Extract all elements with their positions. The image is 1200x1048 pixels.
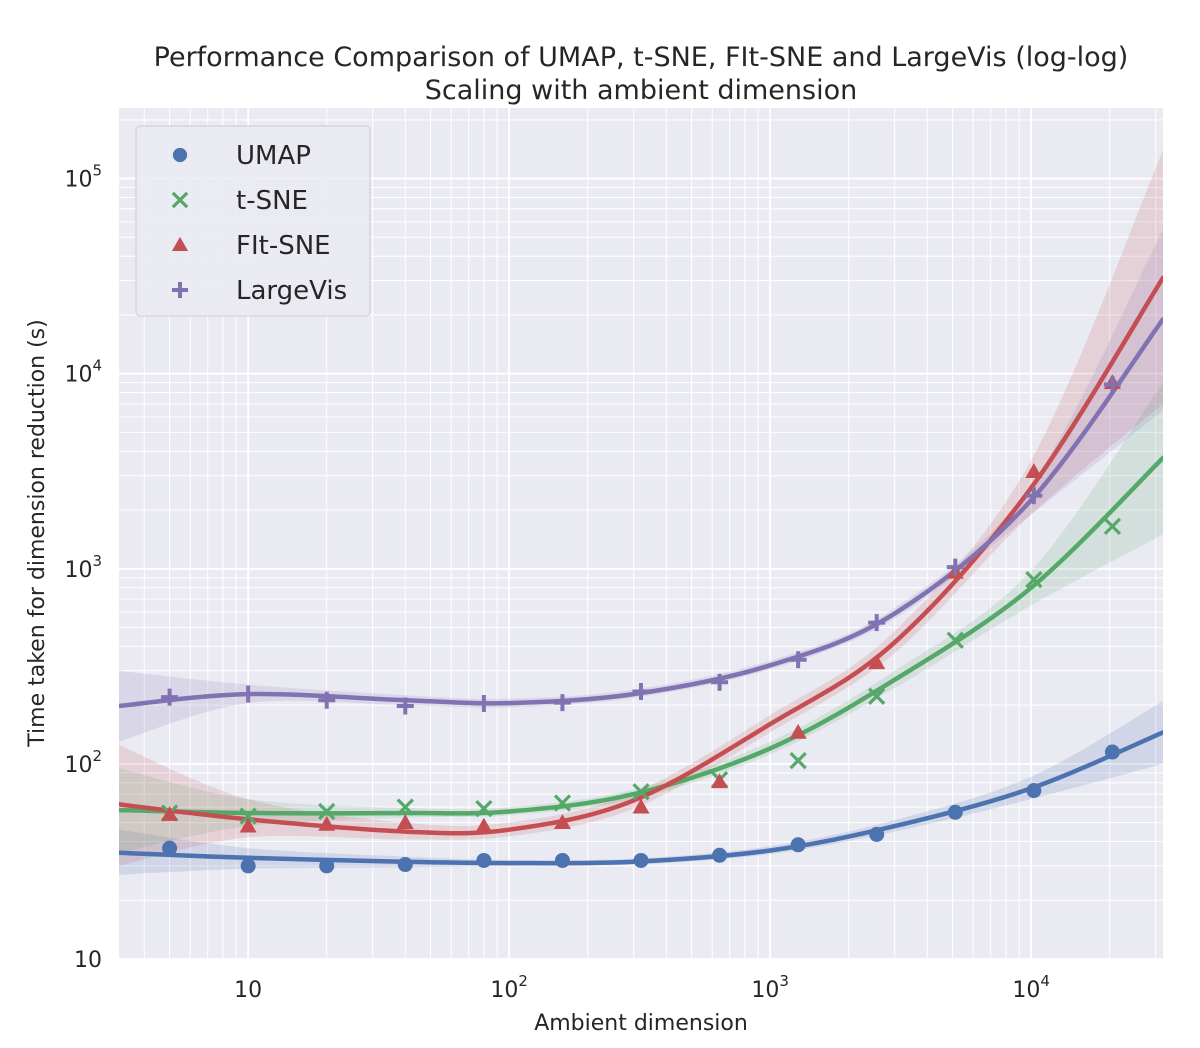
t-sne-point bbox=[789, 751, 807, 770]
fit-sne-point bbox=[789, 723, 807, 739]
fit-sne-point bbox=[711, 773, 729, 789]
umap-point bbox=[319, 858, 335, 874]
legend-marker-largevis bbox=[171, 281, 189, 299]
fit-sne-point bbox=[161, 806, 179, 821]
x-tick-label: 10 bbox=[234, 978, 262, 1003]
chart-title-line-2: Scaling with ambient dimension bbox=[425, 75, 857, 106]
legend-label-t-sne: t-SNE bbox=[236, 186, 308, 216]
fit-sne-point bbox=[239, 817, 257, 833]
umap-point bbox=[947, 804, 963, 820]
fit-sne-point bbox=[1025, 463, 1043, 478]
umap-point bbox=[790, 837, 806, 853]
fit-sne-point bbox=[396, 814, 414, 830]
largevis-point bbox=[946, 558, 964, 576]
largevis-fit-line bbox=[119, 317, 1163, 709]
legend-label-fit-sne: FIt-SNE bbox=[236, 231, 331, 261]
chart-title-line-1: Performance Comparison of UMAP, t-SNE, F… bbox=[154, 42, 1129, 73]
largevis-point bbox=[161, 688, 179, 706]
x-tick-label: 103 bbox=[751, 972, 789, 1003]
fit-sne-point bbox=[318, 815, 336, 831]
umap-point bbox=[1026, 783, 1042, 799]
t-sne-confidence-band bbox=[119, 382, 1163, 853]
largevis-point bbox=[1103, 376, 1121, 394]
legend-item-largevis: LargeVis bbox=[171, 276, 347, 306]
legend-marker-t-sne bbox=[171, 191, 189, 209]
legend-item-t-sne: t-SNE bbox=[171, 186, 308, 216]
t-sne-point bbox=[239, 807, 257, 825]
fit-sne-point bbox=[868, 654, 886, 670]
y-tick-label: 105 bbox=[64, 162, 102, 193]
t-sne-point bbox=[396, 798, 414, 816]
y-tick-labels: 10 102 103 104 105 bbox=[64, 162, 102, 973]
t-sne-point bbox=[632, 783, 650, 801]
largevis-point bbox=[318, 691, 336, 709]
x-tick-label: 104 bbox=[1012, 972, 1050, 1003]
fit-sne-fit-line bbox=[119, 275, 1163, 836]
largevis-point bbox=[475, 694, 493, 712]
data-points bbox=[160, 374, 1122, 874]
umap-point bbox=[240, 858, 256, 874]
t-sne-fit-line bbox=[119, 455, 1163, 816]
y-tick-label: 104 bbox=[64, 357, 102, 388]
t-sne-point bbox=[475, 799, 493, 818]
t-sne-point bbox=[1103, 517, 1122, 535]
umap-point bbox=[712, 847, 728, 863]
legend-marker-fit-sne bbox=[171, 236, 189, 252]
legend-item-fit-sne: FIt-SNE bbox=[171, 231, 331, 261]
fit-sne-confidence-band bbox=[119, 150, 1163, 866]
t-sne-point bbox=[946, 631, 964, 649]
legend-item-umap: UMAP bbox=[172, 141, 311, 171]
legend-label-umap: UMAP bbox=[236, 141, 311, 171]
umap-point bbox=[869, 826, 885, 842]
largevis-point bbox=[632, 682, 650, 700]
largevis-point bbox=[1025, 487, 1043, 505]
largevis-point bbox=[711, 673, 729, 691]
largevis-point bbox=[396, 697, 414, 715]
y-axis-label: Time taken for dimension reduction (s) bbox=[25, 319, 50, 747]
legend-marker-umap bbox=[172, 147, 188, 163]
legend: UMAP t-SNE FIt-SNE LargeVis bbox=[135, 125, 371, 317]
largevis-point bbox=[789, 651, 807, 669]
t-sne-point bbox=[553, 794, 572, 812]
fit-sne-point bbox=[632, 798, 650, 814]
largevis-point bbox=[553, 694, 571, 712]
x-axis-label: Ambient dimension bbox=[534, 1011, 748, 1036]
y-tick-label: 103 bbox=[64, 552, 102, 583]
legend-box bbox=[135, 125, 371, 317]
t-sne-point bbox=[318, 802, 336, 821]
t-sne-point bbox=[868, 687, 886, 705]
y-tick-label: 10 bbox=[74, 948, 102, 973]
umap-point bbox=[633, 852, 649, 868]
largevis-point bbox=[239, 685, 257, 703]
fit-sne-point bbox=[475, 817, 493, 833]
x-tick-labels: 10 102 103 104 bbox=[234, 972, 1050, 1003]
y-tick-label: 102 bbox=[64, 747, 102, 778]
umap-point bbox=[397, 857, 413, 873]
fit-sne-point bbox=[553, 814, 571, 830]
t-sne-point bbox=[1025, 570, 1043, 589]
umap-point bbox=[162, 840, 178, 856]
legend-label-largevis: LargeVis bbox=[236, 276, 347, 306]
largevis-point bbox=[868, 614, 886, 632]
umap-point bbox=[554, 852, 570, 868]
umap-point bbox=[1104, 744, 1120, 760]
fit-lines bbox=[119, 275, 1163, 866]
umap-point bbox=[476, 852, 492, 868]
x-tick-label: 102 bbox=[490, 972, 528, 1003]
largevis-confidence-band bbox=[119, 229, 1163, 742]
